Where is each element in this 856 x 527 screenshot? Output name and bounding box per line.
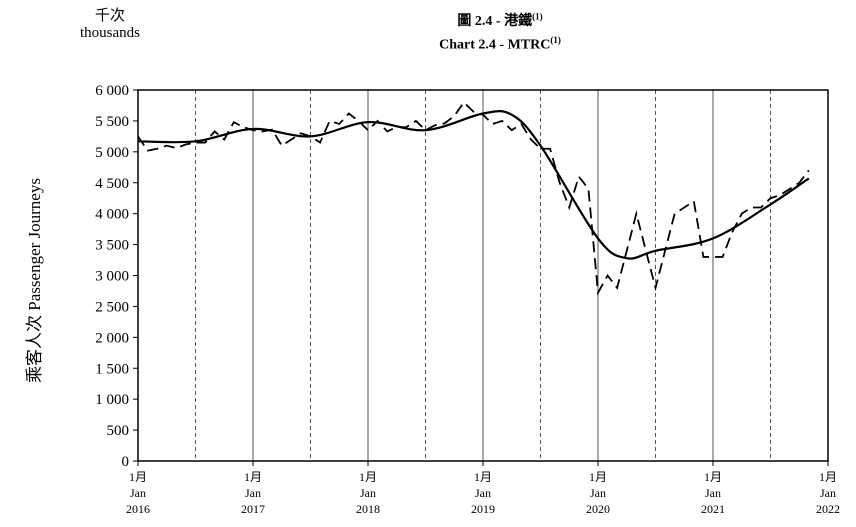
unit-label-zh: 千次 — [94, 8, 125, 24]
y-tick-label: 2 000 — [95, 330, 129, 346]
x-tick-label-zh: 1月 — [589, 470, 607, 484]
x-tick-label-year: 2020 — [586, 502, 610, 516]
y-tick-label: 4 000 — [95, 207, 129, 223]
x-tick-label-en: Jan — [705, 486, 721, 500]
x-tick-label-zh: 1月 — [129, 470, 147, 484]
chart-title-text: 圖 2.4 - 港鐵 — [457, 14, 533, 29]
chart-title-note: (1) — [532, 11, 543, 22]
x-tick-label-en: Jan — [130, 486, 146, 500]
y-tick-label: 3 500 — [95, 238, 129, 254]
series-line-trend — [137, 110, 810, 260]
y-tick-label: 6 000 — [95, 83, 129, 99]
x-tick-label-year: 2017 — [241, 502, 265, 516]
unit-label-en: thousands — [80, 25, 140, 41]
x-axis-ticks: 1月 Jan 2016 1月 Jan 2017 1月 Jan 2018 1月 Jan 2019 1月 Ja… — [126, 461, 840, 516]
x-tick-label-en: Jan — [590, 486, 606, 500]
y-axis-label: 乘客人次 Passenger Journeys — [25, 178, 44, 383]
x-tick-label-year: 2018 — [356, 502, 380, 516]
chart-subtitle: Chart 2.4 - MTRC(1) — [330, 35, 670, 54]
x-tick-label-en: Jan — [245, 486, 261, 500]
y-tick-label: 1 000 — [95, 392, 129, 408]
x-tick-label-year: 2019 — [471, 502, 495, 516]
y-tick-label: 0 — [122, 454, 130, 470]
chart-subtitle-note: (1) — [550, 35, 561, 45]
x-tick-label-zh: 1月 — [819, 470, 837, 484]
y-tick-label: 3 000 — [95, 269, 129, 285]
x-tick-label-zh: 1月 — [244, 470, 262, 484]
y-tick-label: 2 500 — [95, 299, 129, 315]
chart-title: 圖 2.4 - 港鐵(1) — [330, 10, 670, 30]
gridlines — [195, 90, 771, 461]
y-tick-label: 500 — [107, 423, 130, 439]
x-tick-label-year: 2016 — [126, 502, 150, 516]
x-tick-label-year: 2022 — [816, 502, 840, 516]
series-lines — [137, 100, 810, 296]
x-tick-label-year: 2021 — [701, 502, 725, 516]
chart-subtitle-text: Chart 2.4 - MTRC — [439, 37, 551, 53]
x-tick-label-zh: 1月 — [474, 470, 492, 484]
x-tick-label-zh: 1月 — [704, 470, 722, 484]
y-axis-ticks: 0 500 1 000 1 500 2 000 2 500 3 000 3 500 4 000 4… — [95, 83, 138, 470]
y-tick-label: 1 500 — [95, 361, 129, 377]
plot-frame — [137, 89, 829, 462]
y-tick-label: 5 000 — [95, 145, 129, 161]
y-tick-label: 4 500 — [95, 176, 129, 192]
x-tick-label-en: Jan — [360, 486, 376, 500]
x-tick-label-en: Jan — [820, 486, 836, 500]
x-tick-label-zh: 1月 — [359, 470, 377, 484]
y-tick-label: 5 500 — [95, 114, 129, 130]
x-tick-label-en: Jan — [475, 486, 491, 500]
